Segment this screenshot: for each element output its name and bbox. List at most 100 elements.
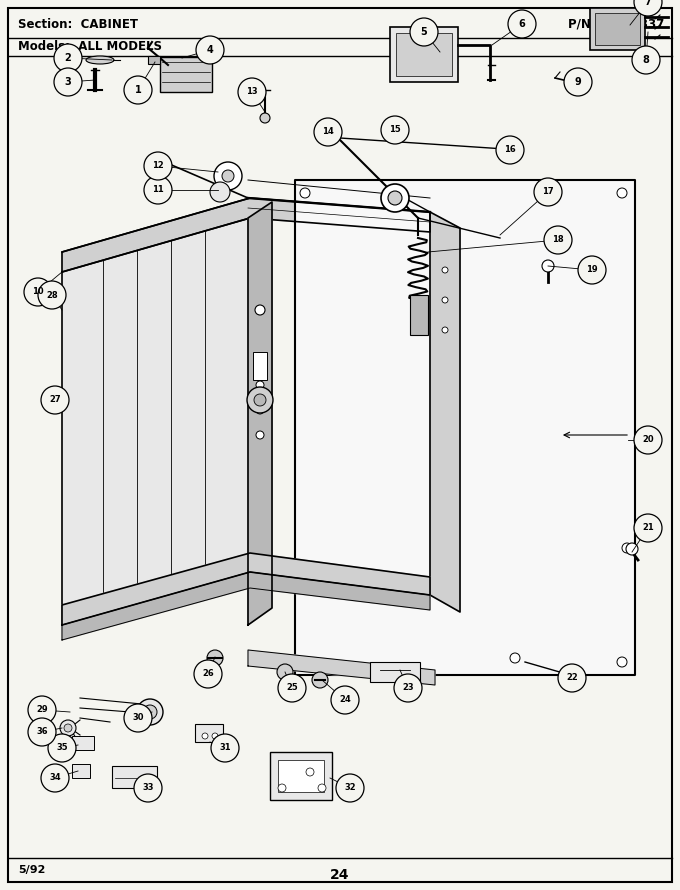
Circle shape bbox=[124, 704, 152, 732]
Text: 15: 15 bbox=[389, 125, 401, 134]
Bar bbox=[195, 724, 223, 742]
Circle shape bbox=[137, 699, 163, 725]
Circle shape bbox=[255, 305, 265, 315]
Text: 21: 21 bbox=[642, 523, 654, 532]
Circle shape bbox=[222, 170, 234, 182]
Text: 24: 24 bbox=[339, 695, 351, 705]
Text: 28: 28 bbox=[46, 290, 58, 300]
Circle shape bbox=[48, 734, 76, 762]
Text: 4: 4 bbox=[207, 45, 214, 55]
Circle shape bbox=[41, 386, 69, 414]
Bar bbox=[595, 13, 640, 45]
Circle shape bbox=[381, 116, 409, 144]
Text: 36: 36 bbox=[36, 727, 48, 737]
Polygon shape bbox=[62, 218, 250, 625]
Bar bbox=[112, 766, 157, 788]
Bar bbox=[410, 295, 428, 335]
Circle shape bbox=[207, 650, 223, 666]
Polygon shape bbox=[295, 180, 635, 675]
Circle shape bbox=[564, 68, 592, 96]
Circle shape bbox=[442, 327, 448, 333]
Text: 33: 33 bbox=[142, 783, 154, 792]
Text: 8: 8 bbox=[643, 55, 649, 65]
Text: 34: 34 bbox=[49, 773, 61, 782]
Circle shape bbox=[442, 267, 448, 273]
Circle shape bbox=[394, 674, 422, 702]
Circle shape bbox=[196, 36, 224, 64]
Circle shape bbox=[24, 278, 52, 306]
Circle shape bbox=[256, 381, 264, 389]
Text: 18: 18 bbox=[552, 236, 564, 245]
Circle shape bbox=[277, 664, 293, 680]
Text: 7: 7 bbox=[645, 0, 651, 7]
Text: 31: 31 bbox=[219, 743, 231, 753]
Text: 5/92: 5/92 bbox=[18, 865, 46, 875]
Circle shape bbox=[558, 664, 586, 692]
Text: 3: 3 bbox=[65, 77, 71, 87]
Text: 10: 10 bbox=[32, 287, 44, 296]
Circle shape bbox=[143, 705, 157, 719]
Circle shape bbox=[28, 696, 56, 724]
Bar bbox=[270, 752, 332, 800]
Text: 12: 12 bbox=[152, 161, 164, 171]
Circle shape bbox=[214, 162, 242, 190]
Text: 5: 5 bbox=[421, 27, 427, 37]
Circle shape bbox=[312, 672, 328, 688]
Text: 35: 35 bbox=[56, 743, 68, 753]
Bar bbox=[160, 57, 212, 92]
Polygon shape bbox=[62, 572, 430, 640]
Text: 23: 23 bbox=[402, 684, 414, 692]
Bar bbox=[72, 764, 90, 778]
Text: 19: 19 bbox=[586, 265, 598, 274]
Circle shape bbox=[634, 0, 662, 16]
Circle shape bbox=[314, 118, 342, 146]
Bar bbox=[396, 33, 452, 76]
Circle shape bbox=[38, 281, 66, 309]
Circle shape bbox=[617, 657, 627, 667]
Circle shape bbox=[238, 78, 266, 106]
Text: 20: 20 bbox=[642, 435, 653, 444]
Circle shape bbox=[212, 733, 218, 739]
Polygon shape bbox=[62, 553, 430, 625]
Circle shape bbox=[54, 68, 82, 96]
Circle shape bbox=[64, 724, 72, 732]
Circle shape bbox=[496, 136, 524, 164]
Circle shape bbox=[54, 44, 82, 72]
Circle shape bbox=[278, 674, 306, 702]
Circle shape bbox=[254, 394, 266, 406]
Circle shape bbox=[300, 657, 310, 667]
Text: P/N  16000337: P/N 16000337 bbox=[568, 18, 664, 30]
Text: Section:  CABINET: Section: CABINET bbox=[18, 18, 138, 30]
Polygon shape bbox=[430, 212, 460, 612]
Circle shape bbox=[306, 768, 314, 776]
Text: Models:  ALL MODELS: Models: ALL MODELS bbox=[18, 41, 162, 53]
Circle shape bbox=[508, 10, 536, 38]
Text: 26: 26 bbox=[202, 669, 214, 678]
Polygon shape bbox=[62, 198, 430, 272]
Circle shape bbox=[278, 784, 286, 792]
Circle shape bbox=[544, 226, 572, 254]
Bar bbox=[278, 760, 324, 792]
Text: 1: 1 bbox=[135, 85, 141, 95]
Circle shape bbox=[144, 176, 172, 204]
Circle shape bbox=[510, 653, 520, 663]
Bar bbox=[390, 27, 458, 82]
Circle shape bbox=[542, 260, 554, 272]
Circle shape bbox=[300, 188, 310, 198]
Circle shape bbox=[247, 387, 273, 413]
Circle shape bbox=[202, 733, 208, 739]
Circle shape bbox=[124, 76, 152, 104]
Circle shape bbox=[260, 113, 270, 123]
Bar bbox=[590, 8, 645, 50]
Circle shape bbox=[336, 774, 364, 802]
Polygon shape bbox=[248, 202, 272, 625]
Text: 2: 2 bbox=[65, 53, 71, 63]
Circle shape bbox=[41, 764, 69, 792]
Text: 25: 25 bbox=[286, 684, 298, 692]
Circle shape bbox=[28, 718, 56, 746]
Polygon shape bbox=[370, 662, 420, 682]
Circle shape bbox=[318, 784, 326, 792]
Text: 29: 29 bbox=[36, 706, 48, 715]
Circle shape bbox=[410, 18, 438, 46]
Circle shape bbox=[211, 734, 239, 762]
